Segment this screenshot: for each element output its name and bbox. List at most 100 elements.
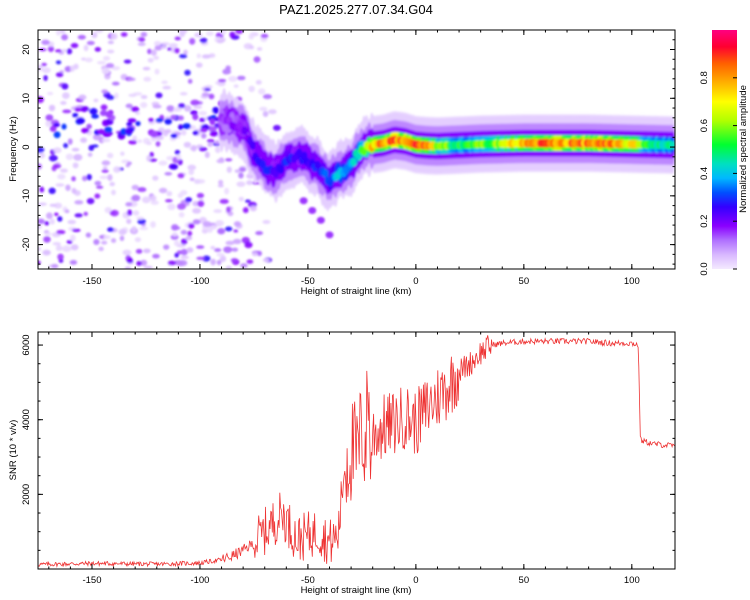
spectrogram-noise-blob xyxy=(216,252,225,257)
spectrogram-noise-blob xyxy=(146,154,151,162)
spectrogram-noise-blob xyxy=(106,152,114,159)
spectrogram-noise-blob xyxy=(107,49,115,54)
spectrogram-noise-blob xyxy=(226,166,232,173)
spectrogram-noise-blob xyxy=(213,209,223,214)
spectrogram-noise-blob xyxy=(196,53,202,59)
spectrogram-noise-blob xyxy=(183,141,192,148)
spectrogram-noise-blob xyxy=(71,147,80,152)
spectrogram-noise-blob xyxy=(98,246,104,252)
spectrogram-noise-blob xyxy=(86,197,95,205)
spectrogram-noise-blob xyxy=(124,266,132,269)
spectrogram-noise-blob xyxy=(43,74,48,82)
spectrogram-noise-blob xyxy=(174,149,181,155)
spectrogram-noise-blob xyxy=(161,80,168,85)
spectrogram-noise-blob xyxy=(70,244,79,251)
spectrogram-noise-blob xyxy=(214,140,220,145)
spectrogram-noise-blob xyxy=(53,122,60,127)
spectrogram-noise-blob xyxy=(72,112,79,118)
spectrogram-y-tick-label: 20 xyxy=(21,44,32,55)
colorbar-tick-label: 0.0 xyxy=(699,262,710,275)
spectrogram-noise-blob xyxy=(54,202,63,209)
spectrogram-noise-blob xyxy=(170,114,177,120)
spectrogram-x-tick-label: 50 xyxy=(519,276,530,287)
spectrogram-noise-blob xyxy=(74,213,83,218)
spectrogram-noise-blob xyxy=(64,209,70,214)
spectrogram-noise-blob xyxy=(180,229,188,235)
spectrogram-noise-blob xyxy=(135,121,141,127)
spectrogram-noise-blob xyxy=(178,103,186,109)
spectrogram-noise-blob xyxy=(127,118,137,123)
spectrogram-noise-blob xyxy=(72,162,79,169)
spectrogram-noise-blob xyxy=(51,263,59,269)
spectrogram-noise-blob xyxy=(111,66,121,71)
spectrogram-noise-blob xyxy=(67,138,73,145)
spectrogram-noise-blob xyxy=(100,104,108,111)
spectrogram-noise-blob xyxy=(59,168,68,173)
spectrogram-noise-blob xyxy=(136,261,143,266)
spectrogram-noise-blob xyxy=(248,45,255,50)
spectrogram-noise-blob xyxy=(187,230,193,237)
spectrogram-noise-blob xyxy=(38,260,41,265)
spectrogram-noise-blob xyxy=(111,81,120,86)
spectrogram-noise-blob xyxy=(154,68,160,75)
spectrogram-noise-blob xyxy=(223,246,233,254)
spectrogram-noise-blob xyxy=(256,47,263,51)
spectrogram-noise-blob xyxy=(55,245,63,252)
spectrogram-noise-blob xyxy=(49,125,57,132)
spectrogram-noise-blob xyxy=(61,83,69,90)
spectrogram-noise-blob xyxy=(178,124,184,131)
spectrogram-noise-blob xyxy=(139,226,149,231)
spectrogram-noise-blob xyxy=(137,42,146,47)
spectrogram-x-ticks: -150 -100 -50 0 50 100 xyxy=(48,30,676,287)
snr-y-tick-label: 6000 xyxy=(21,334,32,355)
spectrogram-noise-blob xyxy=(190,99,200,106)
spectrogram-y-tick-label: -20 xyxy=(21,238,32,252)
spectrogram-noise-blob xyxy=(149,152,154,158)
spectrogram-noise-blob xyxy=(258,88,266,95)
spectrogram-noise-blob xyxy=(119,235,125,242)
spectrogram-noise-blob xyxy=(73,63,79,70)
spectrogram-noise-blob xyxy=(120,151,125,156)
spectrogram-noise-blob xyxy=(142,66,151,71)
spectrogram-noise-blob xyxy=(57,253,64,261)
colorbar-ticks: 0.0 0.2 0.4 0.6 0.8 xyxy=(699,71,737,276)
spectrogram-noise-blob xyxy=(150,136,157,142)
spectrogram-x-tick-label: -150 xyxy=(82,276,101,287)
spectrogram-noise-blob xyxy=(137,218,146,225)
spectrogram-noise-blob xyxy=(167,260,177,266)
spectrogram-noise-blob xyxy=(110,32,118,40)
spectrogram-noise-blob xyxy=(61,34,69,41)
spectrogram-noise-blob xyxy=(118,228,127,236)
spectrogram-noise-blob xyxy=(81,175,88,182)
spectrogram-noise-blob xyxy=(38,96,45,104)
spectrogram-noise-blob xyxy=(65,184,71,191)
spectrogram-noise-blob xyxy=(110,209,119,217)
spectrogram-noise-blob xyxy=(251,251,258,257)
spectrogram-noise-blob xyxy=(143,265,153,269)
spectrogram-noise-blob xyxy=(155,135,164,141)
spectrogram-noise-blob xyxy=(160,42,170,46)
spectrogram-noise-blob xyxy=(169,163,179,170)
spectrogram-noise-blob xyxy=(143,76,152,82)
spectrogram-noise-blob xyxy=(199,127,208,133)
spectrogram-x-label: Height of straight line (km) xyxy=(301,286,412,297)
spectrogram-noise-blob xyxy=(48,104,56,112)
spectrogram-noise-blob xyxy=(74,200,84,205)
spectrogram-noise-blob xyxy=(217,78,227,83)
snr-x-tick-label: 50 xyxy=(519,575,530,586)
spectrogram-ridge-cell xyxy=(314,160,321,170)
spectrogram-noise-blob xyxy=(244,241,253,249)
spectrogram-noise-blob xyxy=(248,85,255,93)
spectrogram-noise-blob xyxy=(167,47,172,51)
spectrogram-noise-blob xyxy=(140,101,148,109)
spectrogram-noise-blob xyxy=(38,218,45,225)
spectrogram-noise-blob xyxy=(67,219,77,225)
spectrogram-noise-blob xyxy=(80,106,89,113)
spectrogram-noise-blob xyxy=(233,84,239,88)
spectrogram-noise-blob xyxy=(147,48,152,55)
spectrogram-noise-blob xyxy=(262,258,270,263)
spectrogram-noise-blob xyxy=(179,54,188,59)
spectrogram-noise-blob xyxy=(65,153,74,161)
spectrogram-ridge-cell xyxy=(321,168,329,178)
spectrogram-x-tick-label: 0 xyxy=(413,276,418,287)
